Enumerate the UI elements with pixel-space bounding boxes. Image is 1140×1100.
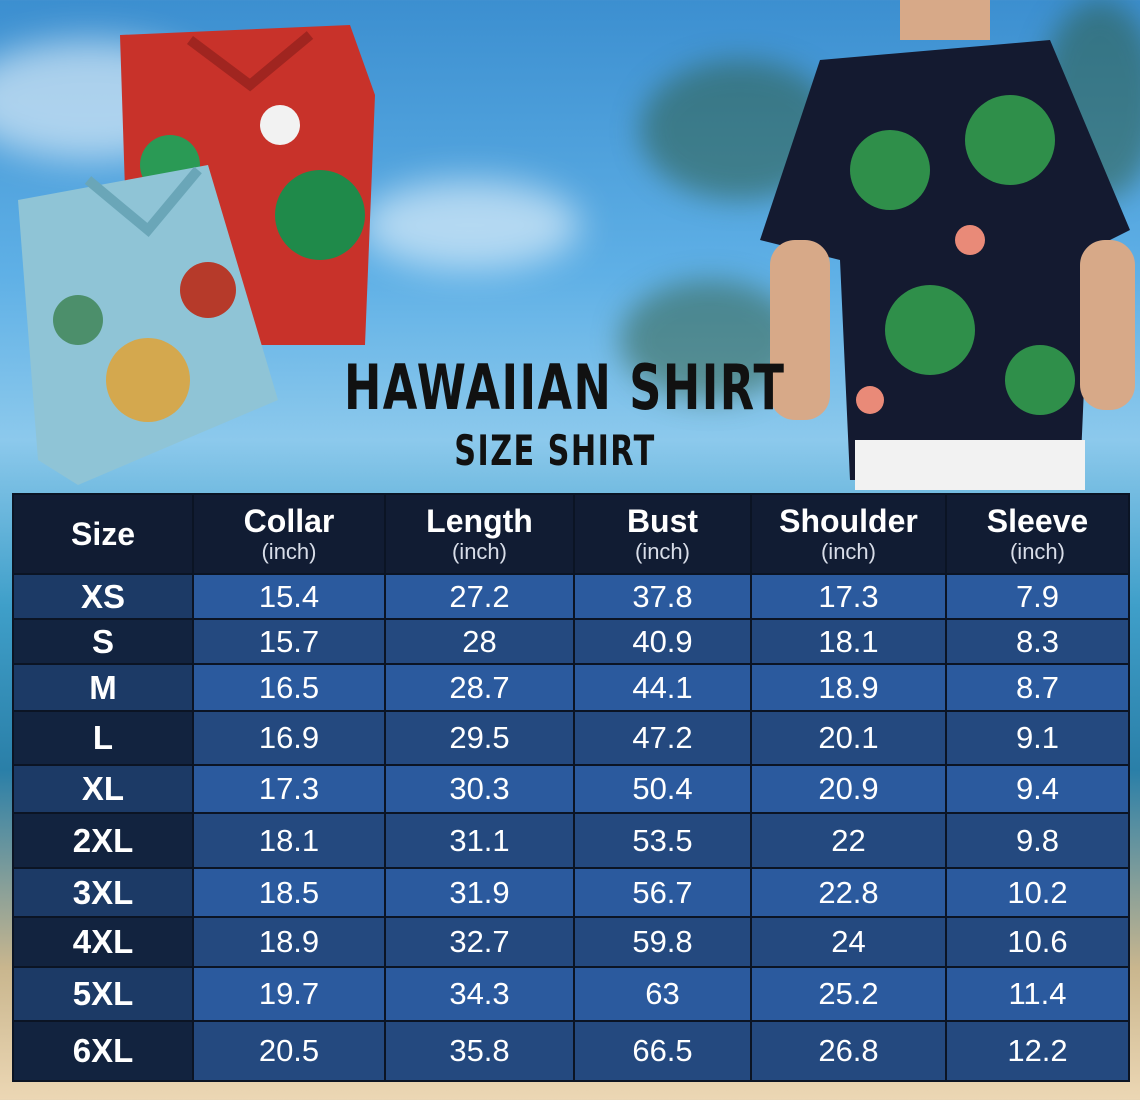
measurement-cell: 37.8 [573,573,752,620]
measurement-cell: 9.4 [945,764,1130,814]
measurement-cell: 8.7 [945,663,1130,712]
table-row: 3XL 18.5 31.9 56.7 22.8 10.2 [12,867,1130,918]
measurement-cell: 40.9 [573,618,752,665]
measurement-cell: 63 [573,966,752,1022]
table-row: 6XL 20.5 35.8 66.5 26.8 12.2 [12,1020,1130,1082]
measurement-cell: 22.8 [750,867,947,918]
header-label: Bust [626,503,699,539]
column-header-size: Size [12,493,194,575]
table-row: XL 17.3 30.3 50.4 20.9 9.4 [12,764,1130,814]
measurement-cell: 29.5 [384,710,575,766]
measurement-cell: 20.9 [750,764,947,814]
measurement-cell: 28 [384,618,575,665]
measurement-cell: 17.3 [192,764,386,814]
measurement-cell: 20.5 [192,1020,386,1082]
size-label: 3XL [12,867,194,918]
measurement-cell: 56.7 [573,867,752,918]
measurement-cell: 20.1 [750,710,947,766]
blue-folded-shirt-image [18,165,278,485]
column-header-bust: Bust (inch) [573,493,752,575]
header-label: Shoulder [779,503,918,539]
header-label: Size [70,516,136,552]
measurement-cell: 18.1 [192,812,386,869]
measurement-cell: 22 [750,812,947,869]
measurement-cell: 8.3 [945,618,1130,665]
size-label: S [12,618,194,665]
measurement-cell: 16.5 [192,663,386,712]
table-row: S 15.7 28 40.9 18.1 8.3 [12,618,1130,665]
measurement-cell: 66.5 [573,1020,752,1082]
size-label: 6XL [12,1020,194,1082]
measurement-cell: 32.7 [384,916,575,968]
measurement-cell: 7.9 [945,573,1130,620]
measurement-cell: 44.1 [573,663,752,712]
header-unit: (inch) [1009,539,1065,564]
header-unit: (inch) [451,539,507,564]
measurement-cell: 31.9 [384,867,575,918]
cloud [360,180,580,270]
measurement-cell: 16.9 [192,710,386,766]
header-label: Sleeve [986,503,1089,539]
header-unit: (inch) [634,539,690,564]
size-label: 5XL [12,966,194,1022]
measurement-cell: 15.4 [192,573,386,620]
measurement-cell: 9.1 [945,710,1130,766]
measurement-cell: 17.3 [750,573,947,620]
measurement-cell: 28.7 [384,663,575,712]
table-header-row: Size Collar (inch) Length (inch) Bust (inch) Sh… [12,493,1130,575]
header-unit: (inch) [820,539,876,564]
measurement-cell: 18.9 [192,916,386,968]
measurement-cell: 11.4 [945,966,1130,1022]
measurement-cell: 27.2 [384,573,575,620]
measurement-cell: 31.1 [384,812,575,869]
measurement-cell: 30.3 [384,764,575,814]
measurement-cell: 34.3 [384,966,575,1022]
page-subtitle: SIZE SHIRT [454,426,656,475]
measurement-cell: 53.5 [573,812,752,869]
measurement-cell: 47.2 [573,710,752,766]
model-flamingo-shirt-image [760,0,1135,490]
measurement-cell: 59.8 [573,916,752,968]
measurement-cell: 9.8 [945,812,1130,869]
size-label: L [12,710,194,766]
measurement-cell: 15.7 [192,618,386,665]
measurement-cell: 10.2 [945,867,1130,918]
table-row: L 16.9 29.5 47.2 20.1 9.1 [12,710,1130,766]
header-unit: (inch) [261,539,317,564]
page-title: HAWAIIAN SHIRT [344,351,786,424]
size-label: 4XL [12,916,194,968]
size-label: M [12,663,194,712]
table-row: 4XL 18.9 32.7 59.8 24 10.6 [12,916,1130,968]
measurement-cell: 12.2 [945,1020,1130,1082]
table-row: 2XL 18.1 31.1 53.5 22 9.8 [12,812,1130,869]
size-chart-table: Size Collar (inch) Length (inch) Bust (inch) Sh… [12,493,1130,1082]
table-row: M 16.5 28.7 44.1 18.9 8.7 [12,663,1130,712]
column-header-collar: Collar (inch) [192,493,386,575]
column-header-shoulder: Shoulder (inch) [750,493,947,575]
measurement-cell: 25.2 [750,966,947,1022]
measurement-cell: 10.6 [945,916,1130,968]
measurement-cell: 18.9 [750,663,947,712]
table-row: 5XL 19.7 34.3 63 25.2 11.4 [12,966,1130,1022]
column-header-sleeve: Sleeve (inch) [945,493,1130,575]
size-label: 2XL [12,812,194,869]
table-row: XS 15.4 27.2 37.8 17.3 7.9 [12,573,1130,620]
measurement-cell: 18.1 [750,618,947,665]
measurement-cell: 24 [750,916,947,968]
measurement-cell: 19.7 [192,966,386,1022]
size-label: XS [12,573,194,620]
header-label: Length [426,503,533,539]
measurement-cell: 50.4 [573,764,752,814]
measurement-cell: 18.5 [192,867,386,918]
measurement-cell: 26.8 [750,1020,947,1082]
column-header-length: Length (inch) [384,493,575,575]
measurement-cell: 35.8 [384,1020,575,1082]
header-label: Collar [243,503,335,539]
size-label: XL [12,764,194,814]
